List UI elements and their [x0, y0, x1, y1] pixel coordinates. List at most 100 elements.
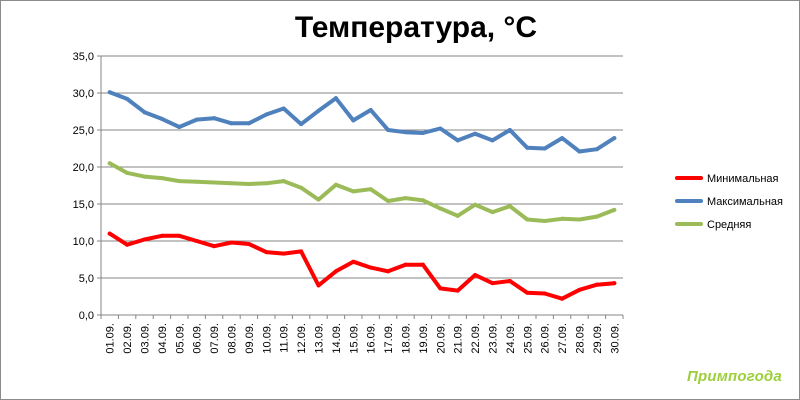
- x-tick-label: 12.09.: [296, 323, 308, 354]
- data-point: [107, 231, 112, 236]
- data-point: [299, 185, 304, 190]
- x-tick-label: 18.09.: [401, 323, 413, 354]
- brand-logo: Примпогода: [687, 368, 782, 385]
- data-point: [438, 206, 443, 211]
- data-point: [403, 262, 408, 267]
- chart-title: Температура, °C: [294, 11, 538, 44]
- data-point: [212, 116, 217, 121]
- x-tick-label: 25.09.: [522, 323, 534, 354]
- x-tick-label: 27.09.: [557, 323, 569, 354]
- data-point: [420, 198, 425, 203]
- data-point: [368, 265, 373, 270]
- x-tick-label: 23.09.: [488, 323, 500, 354]
- x-tick-label: 14.09.: [331, 323, 343, 354]
- y-tick-label: 25,0: [73, 125, 94, 137]
- y-tick-label: 30,0: [73, 88, 94, 100]
- data-point: [577, 149, 582, 154]
- data-point: [473, 273, 478, 278]
- x-tick-label: 13.09.: [314, 323, 326, 354]
- data-point: [159, 116, 164, 121]
- data-point: [299, 249, 304, 254]
- data-point: [229, 121, 234, 126]
- legend-label: Максимальная: [707, 196, 783, 208]
- x-tick-label: 05.09.: [174, 323, 186, 354]
- legend-label: Средняя: [707, 219, 751, 231]
- data-point: [542, 146, 547, 151]
- data-point: [142, 110, 147, 115]
- x-tick-label: 03.09.: [140, 323, 152, 354]
- data-point: [386, 199, 391, 204]
- data-point: [577, 217, 582, 222]
- data-point: [351, 118, 356, 123]
- data-point: [264, 250, 269, 255]
- data-point: [281, 106, 286, 111]
- y-tick-label: 15,0: [73, 199, 94, 211]
- data-point: [507, 278, 512, 283]
- data-point: [194, 239, 199, 243]
- data-point: [507, 128, 512, 132]
- x-tick-label: 04.09.: [157, 323, 169, 354]
- x-tick-label: 10.09.: [261, 323, 273, 354]
- data-point: [542, 291, 547, 296]
- data-point: [438, 126, 443, 131]
- data-point: [159, 233, 164, 238]
- data-point: [316, 283, 321, 288]
- series-line-1: [107, 231, 617, 301]
- x-tick-label: 24.09.: [505, 323, 517, 354]
- data-point: [455, 288, 460, 293]
- data-point: [177, 179, 182, 184]
- data-point: [281, 251, 286, 256]
- x-tick-label: 26.09.: [540, 323, 552, 354]
- data-point: [420, 130, 425, 135]
- data-point: [577, 287, 582, 292]
- data-point: [403, 196, 408, 201]
- data-point: [177, 233, 182, 238]
- data-point: [420, 262, 425, 267]
- data-point: [455, 213, 460, 218]
- data-point: [333, 182, 338, 187]
- x-tick-label: 17.09.: [383, 323, 395, 354]
- data-point: [212, 244, 217, 249]
- y-tick-label: 20,0: [73, 162, 94, 174]
- data-point: [194, 179, 199, 184]
- data-point: [525, 290, 530, 295]
- data-point: [107, 161, 112, 166]
- x-tick-label: 19.09.: [418, 323, 430, 354]
- x-tick-label: 15.09.: [348, 323, 360, 354]
- data-point: [455, 138, 460, 143]
- legend-label: Минимальная: [707, 173, 779, 185]
- x-tick-label: 07.09.: [209, 323, 221, 354]
- data-point: [299, 122, 304, 127]
- data-point: [125, 242, 130, 247]
- data-point: [473, 202, 478, 207]
- data-point: [333, 269, 338, 274]
- data-point: [125, 96, 130, 101]
- x-tick-label: 20.09.: [435, 323, 447, 354]
- x-tick-label: 08.09.: [227, 323, 239, 354]
- data-point: [194, 117, 199, 122]
- data-point: [159, 176, 164, 181]
- data-point: [525, 217, 530, 222]
- data-point: [177, 125, 182, 130]
- data-point: [316, 197, 321, 202]
- data-point: [490, 210, 495, 215]
- data-point: [594, 214, 599, 219]
- data-point: [316, 108, 321, 113]
- x-tick-label: 28.09.: [575, 323, 587, 354]
- data-point: [507, 204, 512, 209]
- series-line-2: [107, 90, 617, 154]
- data-point: [368, 108, 373, 113]
- data-point: [351, 259, 356, 264]
- y-tick-label: 0,0: [79, 310, 94, 322]
- data-point: [386, 269, 391, 274]
- x-tick-label: 06.09.: [192, 323, 204, 354]
- data-point: [612, 136, 617, 141]
- data-point: [229, 240, 234, 245]
- data-point: [142, 237, 147, 242]
- data-point: [212, 180, 217, 185]
- data-point: [246, 182, 251, 187]
- data-point: [560, 216, 565, 221]
- data-point: [142, 174, 147, 179]
